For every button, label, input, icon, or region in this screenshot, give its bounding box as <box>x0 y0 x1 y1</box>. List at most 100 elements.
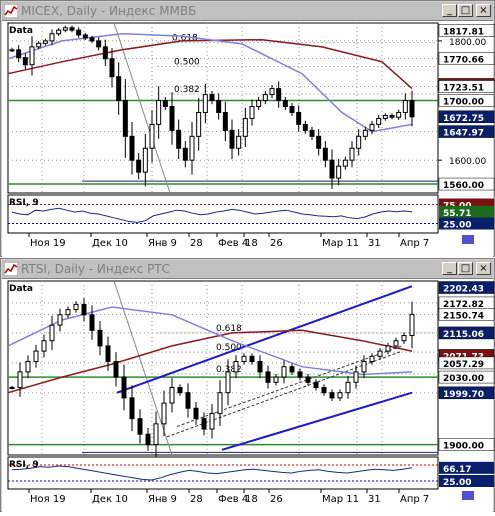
candle-body <box>389 114 395 118</box>
price-axis-label: 1560.00 <box>443 181 484 191</box>
candle-body <box>241 355 247 363</box>
candle-body <box>289 106 295 113</box>
date-axis-label: Дек 10 <box>92 494 128 505</box>
close-button[interactable]: × <box>476 4 491 17</box>
date-axis-label: Апр 7 <box>400 494 429 505</box>
candle-body <box>402 100 408 113</box>
candle-body <box>242 117 248 137</box>
candle-body <box>361 361 367 373</box>
candle-body <box>265 371 271 383</box>
settings-icon <box>462 235 474 244</box>
moving-average-red <box>7 329 413 394</box>
rsi-axis-badge <box>439 461 494 474</box>
fib-level-label: 0.382 <box>174 85 200 95</box>
price-axis-label: 1999.70 <box>443 390 484 400</box>
price-axis-label: 1723.51 <box>443 84 484 94</box>
candle-body <box>185 392 191 409</box>
rtsi-chart-svg[interactable]: 0.618 0.500 0.382 Data 2202.43 2172.822150.74… <box>2 279 495 512</box>
rsi-line <box>11 465 413 481</box>
fib-level-label: 0.618 <box>172 34 198 44</box>
candle-body <box>113 361 119 378</box>
candle-body <box>302 123 308 131</box>
date-axis-label: Мар 11 <box>322 494 359 505</box>
candle-body <box>176 129 182 149</box>
date-axis-label: Янв 9 <box>148 238 177 249</box>
date-axis-label: 31 <box>368 238 381 249</box>
fib-level-label: 0.500 <box>216 343 242 353</box>
chart-area[interactable]: 0.618 0.500 0.382 Data 1817.81 1800.00 1770.66… <box>2 21 495 257</box>
price-axis-label: 2057.29 <box>443 360 484 370</box>
candle-body <box>36 42 42 48</box>
price-axis-label: 2115.06 <box>443 330 484 340</box>
candle-body <box>73 303 79 311</box>
candle-body <box>313 381 319 388</box>
fib-level-label: 0.500 <box>174 58 200 68</box>
candle-body <box>362 129 368 137</box>
candle-body <box>81 303 87 316</box>
window-title: MICEX, Daily - Индекс ММВБ <box>21 4 197 18</box>
close-button[interactable]: × <box>476 262 491 275</box>
candle-body <box>96 40 102 48</box>
candle-body <box>281 366 287 378</box>
chart-area[interactable]: 0.618 0.500 0.382 Data 2202.43 2172.82 2150.74… <box>2 279 495 512</box>
trend-line <box>113 280 173 456</box>
rsi-axis-label: 55.71 <box>443 209 471 219</box>
window-title: RTSI, Daily - Индекс РТС <box>21 262 171 276</box>
rsi-panel <box>7 456 439 490</box>
date-axis-label: Апр 7 <box>400 238 429 249</box>
rtsi-chart-window[interactable]: RTSI, Daily - Индекс РТС _ □ × 0.618 0.50… <box>0 258 495 512</box>
title-bar[interactable]: RTSI, Daily - Индекс РТС _ □ × <box>2 260 493 279</box>
title-bar[interactable]: MICEX, Daily - Индекс ММВБ _ □ × <box>2 2 493 21</box>
candle-body <box>169 106 175 131</box>
date-axis-label: Фев 4 <box>218 238 248 249</box>
rsi-axis-label: 25.00 <box>443 221 471 231</box>
price-axis-badge <box>438 110 495 124</box>
candle-body <box>322 147 328 161</box>
price-axis-label: 1800.00 <box>449 38 486 48</box>
candle-body <box>49 324 55 342</box>
candle-body <box>369 123 375 131</box>
candle-body <box>177 386 183 394</box>
candle-body <box>82 34 88 39</box>
date-axis-label: Дек 10 <box>92 238 128 249</box>
candle-body <box>376 117 382 125</box>
date-axis-label: 31 <box>368 494 381 505</box>
candle-body <box>353 371 359 383</box>
candle-body <box>89 37 95 42</box>
candle-body <box>97 329 103 347</box>
rsi-label: RSI, 9 <box>9 460 39 470</box>
rsi-axis-badge <box>439 217 494 230</box>
candle-body <box>102 46 108 60</box>
price-axis-badge <box>438 94 495 107</box>
rsi-axis-label: 66.17 <box>443 465 471 475</box>
minimize-button[interactable]: _ <box>442 4 457 17</box>
candle-body <box>305 376 311 383</box>
price-axis-label: 1700.00 <box>443 98 484 108</box>
rsi-label: RSI, 9 <box>9 198 39 208</box>
candle-body <box>356 135 362 149</box>
price-axis-badge <box>438 24 495 37</box>
maximize-button[interactable]: □ <box>458 262 473 275</box>
maximize-button[interactable]: □ <box>458 4 473 17</box>
candle-body <box>369 355 375 363</box>
candle-body <box>282 100 288 108</box>
micex-chart-window[interactable]: MICEX, Daily - Индекс ММВБ _ □ × 0.618 0.… <box>0 0 495 257</box>
channel-line <box>221 391 413 451</box>
candle-body <box>396 111 402 118</box>
candle-body <box>9 49 15 52</box>
price-axis-badge <box>438 308 495 321</box>
candle-body <box>196 111 202 137</box>
rsi-axis-badge <box>439 205 494 218</box>
candle-body <box>385 345 391 352</box>
candle-body <box>76 29 82 36</box>
minimize-button[interactable]: _ <box>442 262 457 275</box>
chart-app-icon <box>4 262 18 276</box>
candle-body <box>309 129 315 137</box>
candle-body <box>137 418 143 435</box>
candle-body <box>169 386 175 404</box>
candle-body <box>336 165 342 179</box>
candle-body <box>162 100 168 108</box>
chart-app-icon <box>4 4 18 18</box>
candle-body <box>69 27 75 31</box>
